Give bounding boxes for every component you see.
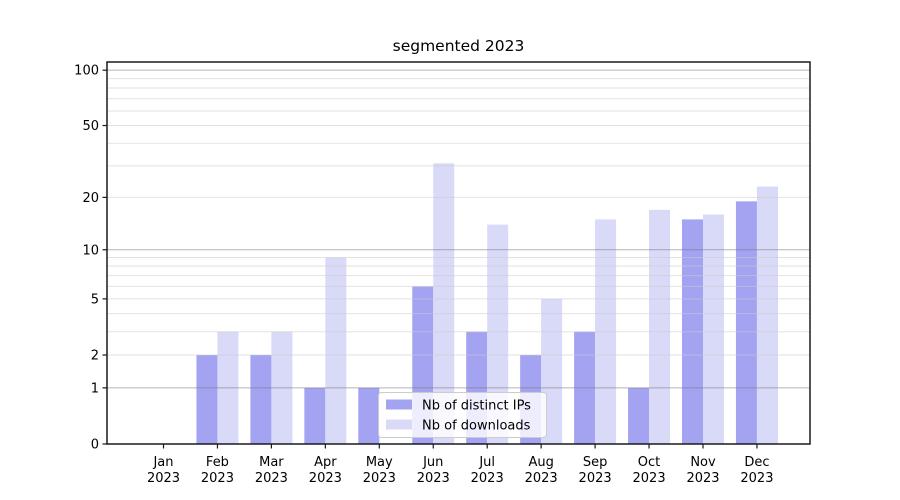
y-tick-label-100: 100 bbox=[74, 64, 99, 79]
x-tick-label-month-oct: Oct bbox=[638, 455, 660, 470]
legend-swatch-ips bbox=[386, 399, 412, 410]
grid-layer bbox=[107, 69, 810, 389]
x-tick-label-month-jul: Jul bbox=[478, 455, 495, 470]
chart-title: segmented 2023 bbox=[393, 37, 525, 55]
y-tick-label-5: 5 bbox=[91, 292, 99, 307]
legend-swatch-downloads bbox=[386, 419, 412, 430]
bar-ips-apr bbox=[304, 387, 326, 444]
x-tick-label-year-oct: 2023 bbox=[633, 471, 666, 486]
x-tick-label-month-mar: Mar bbox=[259, 455, 284, 470]
x-tick-label-month-jun: Jun bbox=[422, 455, 443, 470]
legend: Nb of distinct IPs Nb of downloads bbox=[378, 392, 547, 438]
y-tick-label-1: 1 bbox=[91, 381, 99, 396]
x-tick-label-month-jan: Jan bbox=[152, 455, 173, 470]
x-tick-label-month-feb: Feb bbox=[206, 455, 229, 470]
y-tick-label-10: 10 bbox=[82, 243, 99, 258]
x-tick-label-year-nov: 2023 bbox=[686, 471, 719, 486]
y-tick-label-50: 50 bbox=[82, 119, 99, 134]
bar-downloads-oct bbox=[649, 209, 671, 444]
x-tick-label-year-jul: 2023 bbox=[471, 471, 504, 486]
x-tick-label-month-sep: Sep bbox=[583, 455, 608, 470]
x-tick-label-year-dec: 2023 bbox=[740, 471, 773, 486]
y-tick-label-20: 20 bbox=[82, 191, 99, 206]
x-tick-label-year-aug: 2023 bbox=[525, 471, 558, 486]
bar-downloads-apr bbox=[325, 257, 347, 444]
x-tick-label-month-aug: Aug bbox=[528, 455, 553, 470]
x-tick-label-year-jan: 2023 bbox=[147, 471, 180, 486]
x-tick-label-month-nov: Nov bbox=[690, 455, 716, 470]
legend-box bbox=[378, 392, 547, 438]
y-tick-label-2: 2 bbox=[91, 349, 99, 364]
bar-downloads-nov bbox=[703, 214, 724, 444]
x-tick-label-month-apr: Apr bbox=[314, 455, 337, 470]
x-tick-label-year-sep: 2023 bbox=[579, 471, 612, 486]
x-tick-label-year-mar: 2023 bbox=[255, 471, 288, 486]
bar-ips-dec bbox=[735, 201, 757, 444]
x-tick-label-month-may: May bbox=[366, 455, 393, 470]
bar-downloads-jul bbox=[487, 224, 509, 444]
x-tick-label-year-feb: 2023 bbox=[201, 471, 234, 486]
bar-ips-oct bbox=[628, 387, 650, 444]
x-tick-label-year-jun: 2023 bbox=[417, 471, 450, 486]
bar-ips-feb bbox=[196, 355, 218, 444]
plot-frame bbox=[106, 61, 811, 445]
bar-downloads-jun bbox=[433, 163, 455, 444]
bar-downloads-dec bbox=[756, 186, 778, 444]
bar-ips-may bbox=[358, 387, 380, 444]
y-tick-label-0: 0 bbox=[91, 438, 99, 453]
axes-layer: 0125102050100Jan2023Feb2023Mar2023Apr202… bbox=[74, 61, 811, 486]
bar-ips-mar bbox=[250, 355, 272, 444]
x-tick-label-month-dec: Dec bbox=[744, 455, 769, 470]
x-tick-label-year-apr: 2023 bbox=[309, 471, 342, 486]
legend-label-ips: Nb of distinct IPs bbox=[422, 399, 531, 414]
x-tick-label-year-may: 2023 bbox=[363, 471, 396, 486]
legend-label-downloads: Nb of downloads bbox=[422, 419, 531, 434]
